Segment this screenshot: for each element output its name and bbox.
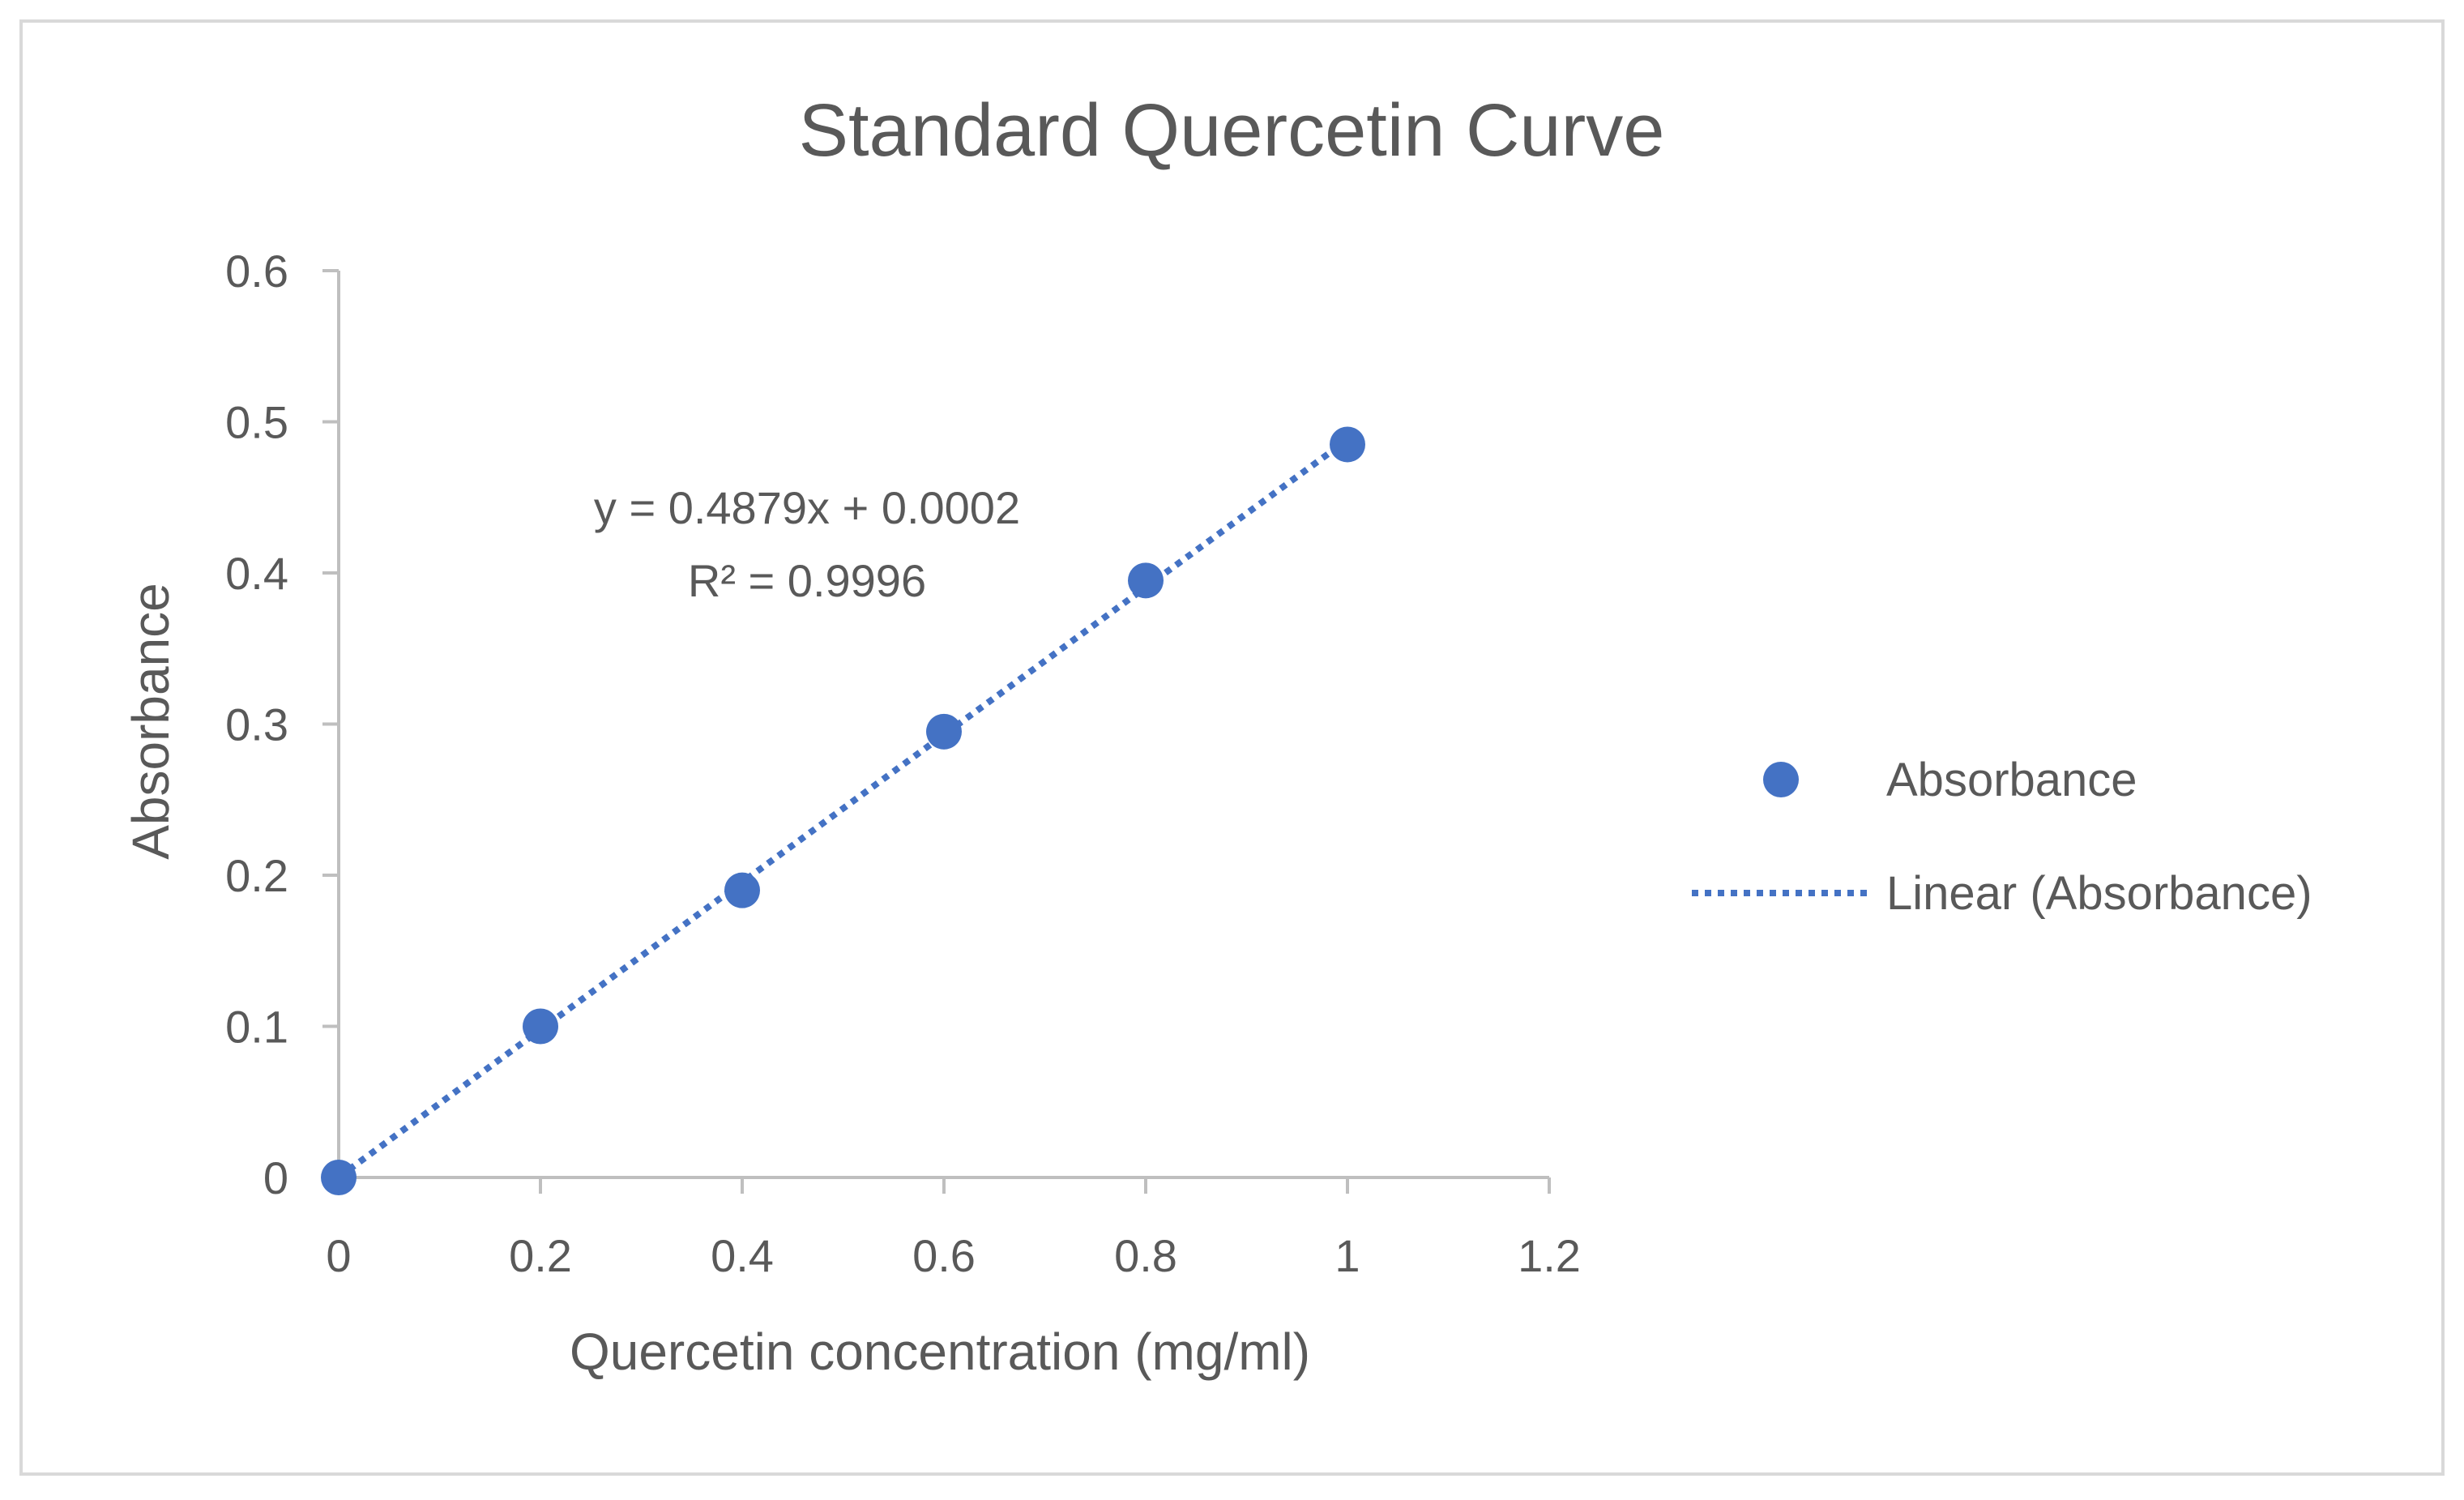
y-tick-label: 0.4 bbox=[225, 548, 288, 599]
x-axis-title: Quercetin concentration (mg/ml) bbox=[570, 1323, 1310, 1381]
x-tick-label: 1.2 bbox=[1518, 1230, 1581, 1281]
y-tick-label: 0.3 bbox=[225, 699, 288, 750]
data-point bbox=[523, 1008, 558, 1045]
y-axis-ticks: 0 0.1 0.2 0.3 0.4 0.5 0.6 bbox=[225, 246, 339, 1203]
legend: Absorbance Linear (Absorbance) bbox=[1692, 754, 2312, 920]
y-tick-label: 0.2 bbox=[225, 850, 288, 901]
x-tick-label: 0.6 bbox=[912, 1230, 976, 1281]
data-point bbox=[321, 1160, 357, 1195]
data-point bbox=[1330, 426, 1365, 463]
data-point bbox=[926, 713, 962, 750]
trendline bbox=[336, 437, 1350, 1180]
y-tick-label: 0.1 bbox=[225, 1002, 288, 1053]
x-tick-label: 0.8 bbox=[1114, 1230, 1177, 1281]
x-tick-label: 0.2 bbox=[509, 1230, 572, 1281]
x-tick-label: 0.4 bbox=[711, 1230, 774, 1281]
chart-title: Standard Quercetin Curve bbox=[799, 89, 1665, 172]
x-axis-ticks: 0 0.2 0.4 0.6 0.8 1 1.2 bbox=[326, 1177, 1581, 1281]
trendline-r-squared: R² = 0.9996 bbox=[688, 555, 926, 606]
data-points bbox=[321, 426, 1365, 1195]
legend-label-absorbance: Absorbance bbox=[1886, 754, 2137, 806]
legend-label-linear: Linear (Absorbance) bbox=[1886, 867, 2312, 920]
chart-frame bbox=[19, 19, 2445, 1476]
y-tick-label: 0 bbox=[263, 1152, 288, 1203]
legend-marker-absorbance bbox=[1763, 762, 1799, 797]
trendline-equation: y = 0.4879x + 0.0002 bbox=[594, 482, 1020, 533]
y-axis-title: Absorbance bbox=[122, 583, 180, 860]
y-tick-label: 0.6 bbox=[225, 246, 288, 297]
y-tick-label: 0.5 bbox=[225, 397, 288, 448]
data-point bbox=[724, 872, 760, 908]
x-tick-label: 1 bbox=[1334, 1230, 1360, 1281]
x-tick-label: 0 bbox=[326, 1230, 351, 1281]
data-point bbox=[1128, 562, 1164, 599]
trendline-line bbox=[336, 437, 1350, 1180]
